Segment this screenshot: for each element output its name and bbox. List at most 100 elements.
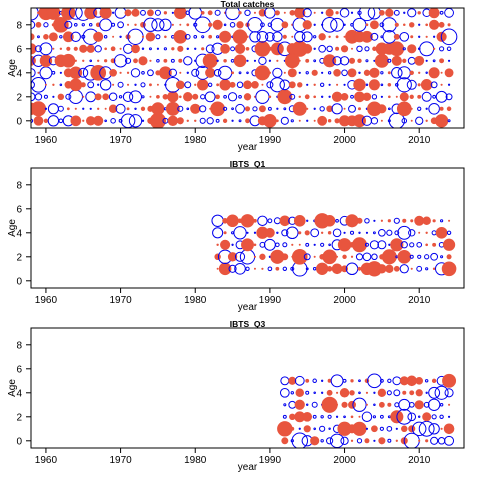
negative-residual-bubble — [294, 375, 305, 386]
negative-residual-bubble — [332, 56, 342, 66]
positive-residual-bubble — [253, 243, 257, 247]
negative-residual-bubble — [252, 106, 258, 112]
positive-residual-bubble — [323, 215, 336, 227]
bubble-layer — [211, 213, 457, 277]
negative-residual-bubble — [213, 69, 222, 77]
positive-residual-bubble — [104, 47, 107, 51]
positive-residual-bubble — [283, 71, 286, 74]
positive-residual-bubble — [207, 10, 213, 16]
positive-residual-bubble — [59, 47, 63, 51]
negative-residual-bubble — [99, 79, 112, 91]
negative-residual-bubble — [118, 118, 123, 123]
positive-residual-bubble — [119, 47, 122, 50]
positive-residual-bubble — [52, 47, 55, 50]
negative-residual-bubble — [258, 56, 267, 66]
negative-residual-bubble — [94, 45, 102, 53]
positive-residual-bubble — [350, 415, 354, 419]
negative-residual-bubble — [280, 376, 290, 386]
negative-residual-bubble — [283, 107, 287, 111]
negative-residual-bubble — [253, 59, 257, 62]
y-tick-label: 6 — [16, 44, 22, 55]
negative-residual-bubble — [393, 9, 400, 16]
positive-residual-bubble — [318, 33, 326, 41]
positive-residual-bubble — [287, 68, 297, 78]
positive-residual-bubble — [295, 388, 305, 398]
negative-residual-bubble — [425, 59, 428, 62]
negative-residual-bubble — [103, 35, 108, 39]
x-axis-label: year — [238, 462, 258, 473]
positive-residual-bubble — [251, 80, 259, 89]
negative-residual-bubble — [395, 427, 398, 430]
negative-residual-bubble — [408, 229, 416, 237]
negative-residual-bubble — [321, 379, 324, 382]
negative-residual-bubble — [330, 374, 344, 388]
positive-residual-bubble — [70, 115, 82, 127]
positive-residual-bubble — [446, 254, 452, 260]
negative-residual-bubble — [425, 107, 428, 110]
positive-residual-bubble — [380, 119, 383, 122]
negative-residual-bubble — [211, 214, 224, 227]
negative-residual-bubble — [148, 47, 152, 51]
positive-residual-bubble — [298, 231, 302, 235]
positive-residual-bubble — [389, 41, 405, 57]
negative-residual-bubble — [156, 47, 160, 50]
negative-residual-bubble — [417, 254, 422, 259]
positive-residual-bubble — [141, 35, 145, 38]
negative-residual-bubble — [186, 71, 189, 74]
negative-residual-bubble — [52, 95, 55, 98]
positive-residual-bubble — [283, 11, 286, 14]
negative-residual-bubble — [367, 373, 382, 389]
negative-residual-bubble — [394, 402, 400, 408]
positive-residual-bubble — [438, 21, 445, 28]
negative-residual-bubble — [223, 94, 227, 99]
negative-residual-bubble — [183, 56, 193, 66]
negative-residual-bubble — [104, 119, 107, 123]
positive-residual-bubble — [233, 54, 247, 68]
negative-residual-bubble — [263, 238, 276, 251]
positive-residual-bubble — [212, 19, 223, 30]
negative-residual-bubble — [349, 230, 355, 235]
positive-residual-bubble — [104, 59, 108, 63]
positive-residual-bubble — [368, 79, 380, 91]
negative-residual-bubble — [113, 54, 128, 68]
positive-residual-bubble — [210, 101, 225, 117]
positive-residual-bubble — [439, 58, 445, 64]
negative-residual-bubble — [361, 411, 373, 423]
positive-residual-bubble — [442, 238, 456, 251]
negative-residual-bubble — [44, 107, 48, 110]
positive-residual-bubble — [253, 255, 257, 258]
negative-residual-bubble — [387, 438, 392, 443]
positive-residual-bubble — [425, 35, 428, 38]
negative-residual-bubble — [355, 253, 364, 261]
positive-residual-bubble — [222, 118, 228, 123]
negative-residual-bubble — [444, 435, 455, 446]
positive-residual-bubble — [350, 439, 354, 442]
positive-residual-bubble — [215, 94, 220, 100]
positive-residual-bubble — [138, 56, 148, 66]
positive-residual-bubble — [66, 107, 70, 111]
negative-residual-bubble — [371, 253, 378, 261]
positive-residual-bubble — [379, 9, 385, 16]
positive-residual-bubble — [276, 59, 279, 62]
negative-residual-bubble — [387, 107, 391, 111]
negative-residual-bubble — [82, 107, 85, 110]
positive-residual-bubble — [335, 46, 340, 51]
positive-residual-bubble — [156, 94, 160, 99]
positive-residual-bubble — [304, 94, 310, 100]
x-axis-label: year — [238, 302, 258, 313]
negative-residual-bubble — [68, 8, 83, 20]
negative-residual-bubble — [230, 46, 236, 52]
negative-residual-bubble — [65, 93, 72, 100]
negative-residual-bubble — [409, 254, 414, 259]
negative-residual-bubble — [110, 118, 116, 124]
negative-residual-bubble — [286, 226, 299, 240]
negative-residual-bubble — [233, 226, 247, 240]
positive-residual-bubble — [439, 106, 444, 111]
positive-residual-bubble — [97, 107, 100, 110]
negative-residual-bubble — [373, 391, 376, 394]
negative-residual-bubble — [328, 243, 331, 247]
negative-residual-bubble — [431, 230, 437, 236]
negative-residual-bubble — [372, 415, 377, 419]
negative-residual-bubble — [365, 59, 369, 63]
